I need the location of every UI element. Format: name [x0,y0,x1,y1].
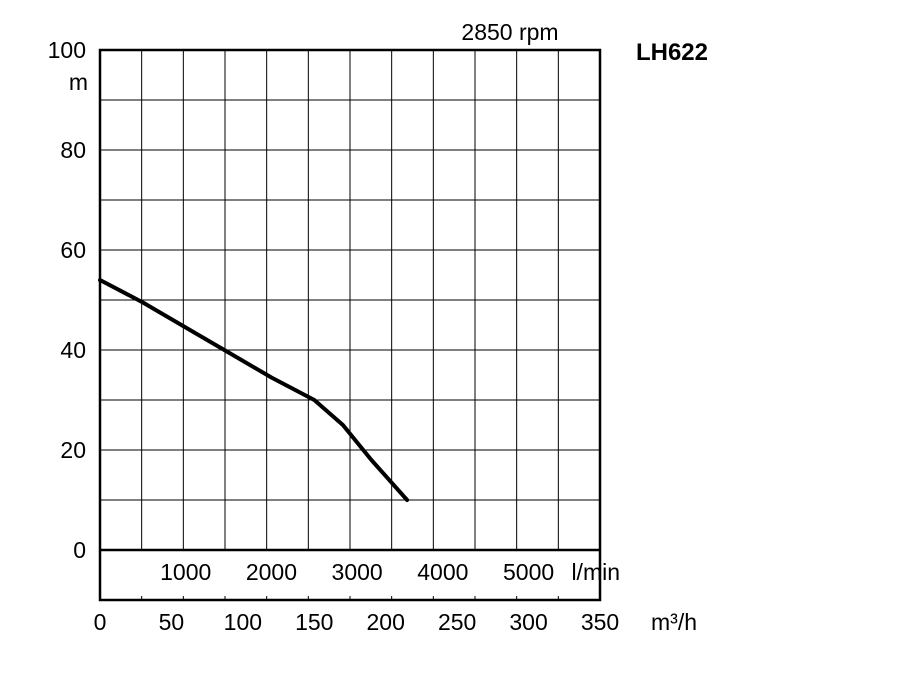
y-axis-unit: m [69,69,88,95]
tick-labels: 0 20 40 60 80 100 1000 2000 3000 4000 5000 0 50 100 15… [48,37,620,635]
y-tick-label: 20 [60,437,86,463]
x-axis-unit-m3h: m³/h [651,609,697,635]
x-tick-label-lpm: 4000 [417,559,468,585]
y-tick-label: 60 [60,237,86,263]
x-tick-label-lpm: 3000 [332,559,383,585]
y-tick-label: 0 [73,537,86,563]
speed-label: 2850 rpm [461,19,558,45]
x-tick-label-lpm: 2000 [246,559,297,585]
x-tick-label-m3h: 350 [581,609,619,635]
x-tick-label-m3h: 50 [159,609,185,635]
y-tick-label: 80 [60,137,86,163]
x-axis-unit-lpm: l/min [571,559,620,585]
grid-lines [100,50,600,600]
x-tick-label-lpm: 5000 [503,559,554,585]
x-tick-label-m3h: 100 [224,609,262,635]
plot-frame [98,48,602,602]
x-tick-label-m3h: 200 [367,609,405,635]
x-tick-label-lpm: 1000 [160,559,211,585]
x-tick-label-m3h: 150 [295,609,333,635]
x-tick-label-m3h: 300 [509,609,547,635]
x-tick-label-m3h: 0 [94,609,107,635]
x-tick-label-m3h: 250 [438,609,476,635]
y-tick-label: 100 [48,37,86,63]
y-tick-label: 40 [60,337,86,363]
chart-title: LH622 [636,39,708,66]
head-flow-curve [98,278,410,502]
